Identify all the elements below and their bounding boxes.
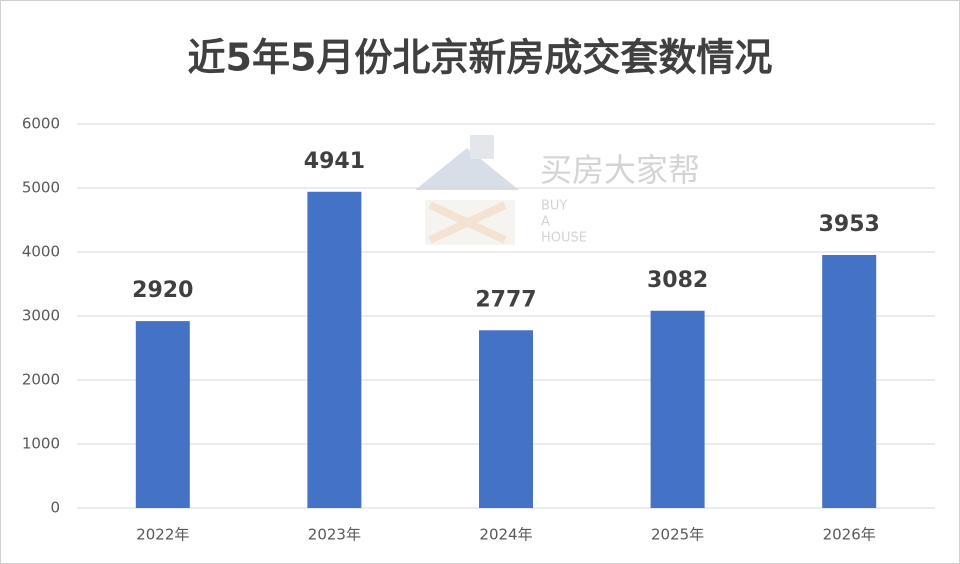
y-tick-label: 3000: [22, 307, 60, 325]
value-label: 3953: [819, 212, 880, 237]
y-tick-label: 2000: [22, 371, 60, 389]
watermark-subtext: HOUSE: [541, 231, 587, 246]
watermark-logo: [415, 135, 519, 245]
bar: [479, 330, 533, 508]
bar: [135, 321, 190, 508]
y-tick-label: 0: [50, 499, 60, 517]
chart-title: 近5年5月份北京新房成交套数情况: [188, 36, 773, 80]
watermark-text: 买房大家帮: [540, 151, 700, 189]
bar: [307, 191, 362, 508]
y-tick-label: 5000: [22, 179, 60, 197]
value-label: 4941: [304, 149, 365, 174]
value-label: 2920: [132, 278, 193, 303]
value-label: 2777: [475, 287, 536, 312]
x-tick-label: 2022年: [136, 526, 189, 544]
y-tick-label: 6000: [22, 115, 60, 133]
watermark-subtext: BUY: [541, 199, 567, 214]
bar: [822, 255, 877, 508]
x-tick-label: 2025年: [651, 526, 704, 544]
x-tick-label: 2026年: [823, 526, 876, 544]
bar: [650, 310, 705, 508]
value-label: 3082: [647, 268, 708, 293]
x-tick-label: 2024年: [479, 526, 532, 544]
watermark-subtext: A: [541, 215, 550, 230]
y-tick-label: 4000: [22, 243, 60, 261]
x-tick-label: 2023年: [308, 526, 361, 544]
y-tick-label: 1000: [22, 435, 60, 453]
